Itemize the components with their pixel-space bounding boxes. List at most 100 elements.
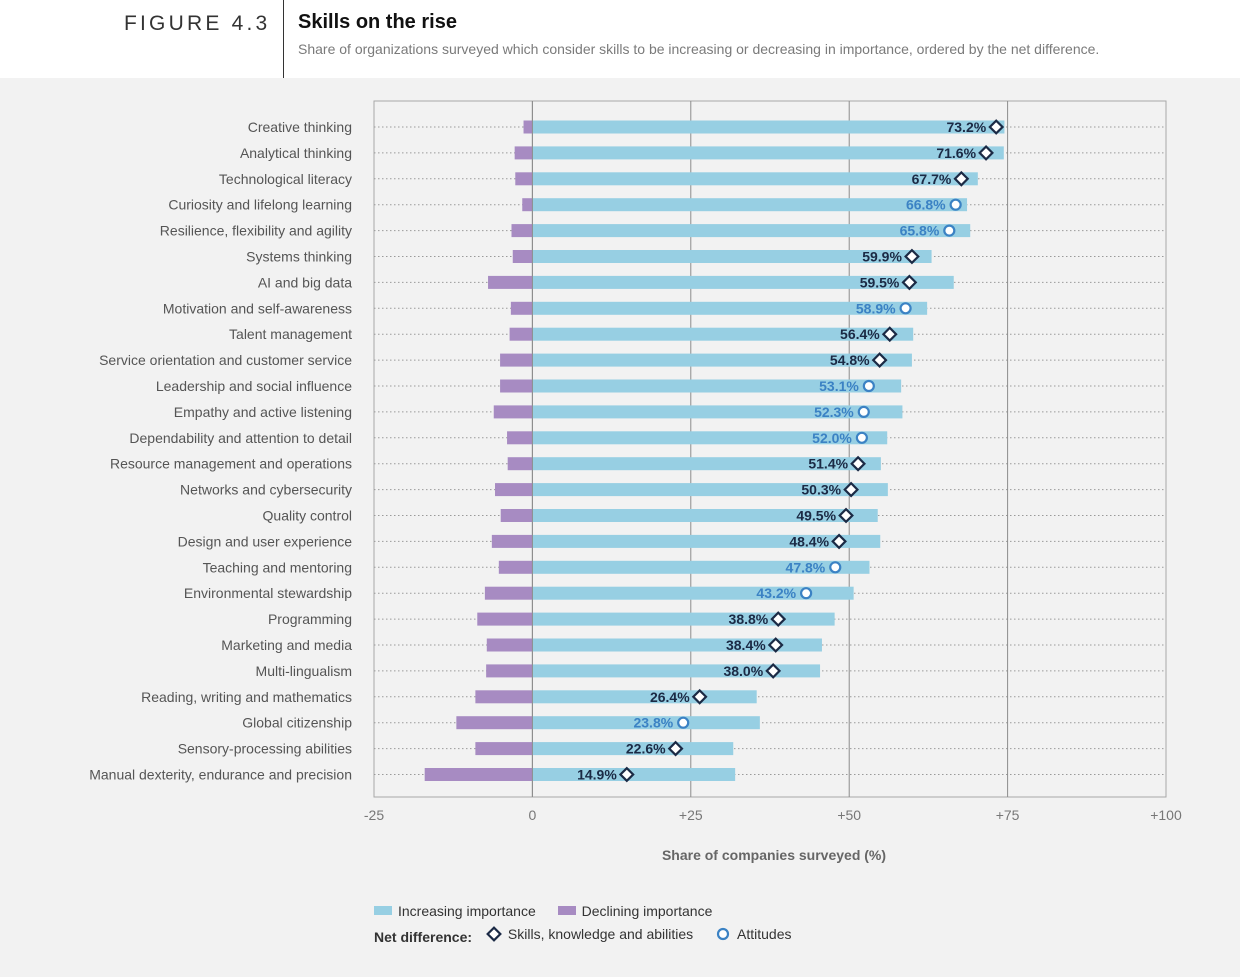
diamond-marker-icon bbox=[486, 926, 502, 942]
net-value-label: 23.8% bbox=[633, 715, 673, 731]
category-label: Programming bbox=[268, 611, 352, 627]
category-label: Environmental stewardship bbox=[184, 585, 352, 601]
declining-bar bbox=[498, 560, 533, 574]
category-label: Systems thinking bbox=[246, 249, 352, 265]
category-label: Marketing and media bbox=[221, 637, 352, 653]
x-tick-label: +75 bbox=[996, 807, 1020, 823]
skills-diamond-marker bbox=[843, 481, 860, 498]
legend-increasing: Increasing importance bbox=[374, 903, 536, 919]
legend-attitudes-label: Attitudes bbox=[737, 926, 792, 942]
net-value-label: 38.0% bbox=[723, 663, 763, 679]
skills-diamond-marker bbox=[765, 662, 782, 679]
chart-subtitle: Share of organizations surveyed which co… bbox=[298, 41, 1100, 57]
attitudes-circle-marker bbox=[800, 587, 813, 600]
attitudes-circle-marker bbox=[829, 561, 842, 574]
net-value-label: 51.4% bbox=[808, 456, 848, 472]
figure-header: FIGURE 4.3 Skills on the rise Share of o… bbox=[0, 0, 1240, 78]
skills-diamond-marker bbox=[667, 740, 684, 757]
skills-diamond-marker bbox=[850, 455, 866, 472]
category-label: Teaching and mentoring bbox=[203, 559, 352, 575]
skills-diamond-marker bbox=[831, 533, 847, 550]
attitudes-circle-marker bbox=[857, 405, 870, 418]
declining-bar bbox=[495, 483, 533, 497]
net-value-label: 22.6% bbox=[626, 741, 666, 757]
declining-bar bbox=[477, 612, 533, 626]
increasing-bar bbox=[532, 275, 954, 289]
net-value-label: 67.7% bbox=[912, 171, 952, 187]
skills-chart: 73.2% 71.6% 67.7% 66.8% 65.8% 59.9% 59.5% 58.9%… bbox=[89, 100, 1182, 863]
increasing-bar bbox=[532, 612, 835, 626]
increasing-bar bbox=[532, 431, 888, 445]
declining-bar bbox=[486, 664, 533, 678]
net-value-label: 38.8% bbox=[729, 611, 769, 627]
declining-bar bbox=[475, 690, 533, 704]
skills-diamond-marker bbox=[953, 170, 970, 187]
attitudes-circle-marker bbox=[949, 198, 962, 211]
increasing-bar bbox=[532, 664, 821, 678]
category-label: Analytical thinking bbox=[240, 145, 352, 161]
increasing-bar bbox=[532, 690, 757, 704]
net-value-label: 66.8% bbox=[906, 197, 946, 213]
declining-bar bbox=[486, 638, 533, 652]
category-label: Empathy and active listening bbox=[174, 404, 352, 420]
skills-diamond-marker bbox=[978, 144, 994, 161]
x-tick-label: 0 bbox=[529, 807, 537, 823]
increasing-bar bbox=[532, 534, 881, 548]
declining-bar bbox=[507, 431, 533, 445]
increasing-bar bbox=[532, 638, 822, 652]
declining-bar bbox=[488, 275, 533, 289]
increasing-bar bbox=[532, 327, 914, 341]
x-tick-label: +25 bbox=[679, 807, 703, 823]
skills-diamond-marker bbox=[871, 352, 888, 369]
category-label: Resilience, flexibility and agility bbox=[160, 223, 352, 239]
increasing-bar bbox=[532, 301, 928, 315]
category-label: Curiosity and lifelong learning bbox=[168, 197, 352, 213]
category-label: Quality control bbox=[263, 508, 352, 524]
legend-increasing-label: Increasing importance bbox=[398, 902, 536, 919]
declining-bar bbox=[493, 405, 533, 419]
attitudes-circle-marker bbox=[899, 302, 912, 315]
skills-diamond-marker bbox=[838, 507, 854, 524]
declining-bar bbox=[507, 457, 533, 471]
skills-diamond-marker bbox=[901, 274, 918, 291]
increasing-bar bbox=[532, 172, 978, 186]
net-value-label: 52.3% bbox=[814, 404, 854, 420]
skills-diamond-marker bbox=[618, 766, 635, 783]
increasing-bar bbox=[532, 224, 971, 238]
increasing-bar bbox=[532, 353, 912, 367]
category-label: Sensory-processing abilities bbox=[178, 741, 352, 757]
figure-label: FIGURE 4.3 bbox=[124, 12, 271, 35]
increasing-bar bbox=[532, 146, 1004, 160]
declining-bar bbox=[511, 224, 533, 238]
attitudes-circle-marker bbox=[943, 224, 956, 237]
category-label: Dependability and attention to detail bbox=[129, 430, 352, 446]
net-value-label: 14.9% bbox=[577, 767, 617, 783]
increasing-bar bbox=[532, 560, 870, 574]
skills-diamond-marker bbox=[767, 637, 784, 653]
net-value-label: 59.5% bbox=[860, 274, 900, 290]
increasing-bar bbox=[532, 405, 903, 419]
declining-bar bbox=[512, 250, 533, 263]
chart-title: Skills on the rise bbox=[298, 11, 457, 33]
declining-bar bbox=[500, 509, 533, 522]
x-tick-label: +50 bbox=[837, 807, 861, 823]
increasing-bar bbox=[532, 457, 881, 471]
net-value-label: 38.4% bbox=[726, 637, 766, 653]
net-value-label: 48.4% bbox=[789, 533, 829, 549]
net-value-label: 56.4% bbox=[840, 326, 880, 342]
category-label: Service orientation and customer service bbox=[99, 352, 352, 368]
declining-bar bbox=[484, 586, 533, 600]
declining-bar bbox=[509, 327, 533, 341]
increasing-bar bbox=[532, 742, 734, 756]
plot-area bbox=[373, 100, 1167, 798]
declining-bar bbox=[500, 379, 533, 393]
net-value-label: 54.8% bbox=[830, 352, 870, 368]
net-value-label: 71.6% bbox=[936, 145, 976, 161]
net-value-label: 52.0% bbox=[812, 430, 852, 446]
declining-bar bbox=[491, 534, 533, 548]
increasing-swatch bbox=[374, 906, 392, 915]
header-divider bbox=[283, 0, 284, 78]
increasing-bar bbox=[532, 483, 888, 497]
legend-skills-label: Skills, knowledge and abilities bbox=[507, 926, 694, 942]
increasing-bar bbox=[532, 716, 760, 730]
